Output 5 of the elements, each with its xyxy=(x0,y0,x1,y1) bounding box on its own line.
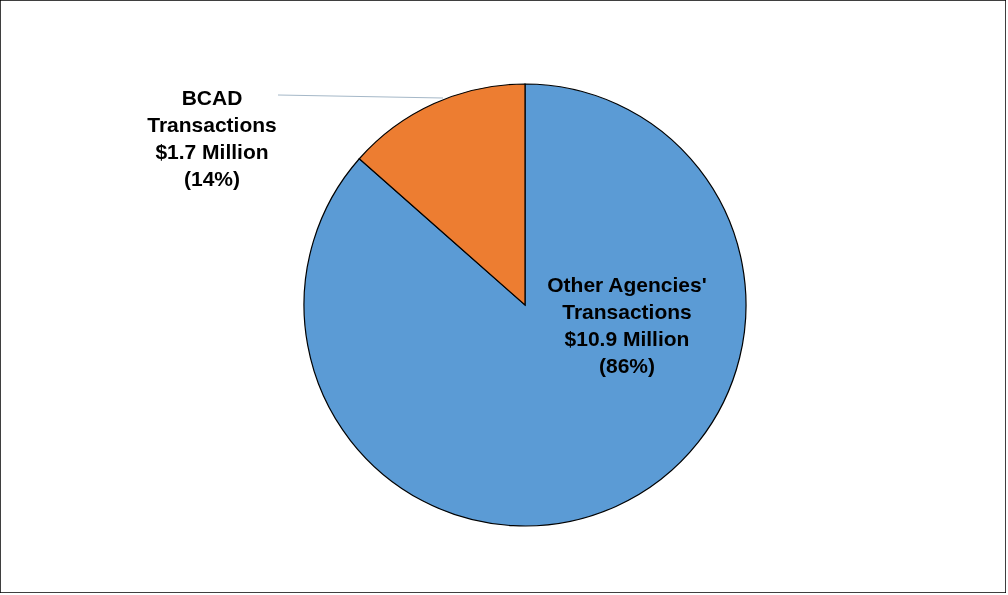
slice-label: Other Agencies' Transactions xyxy=(547,273,707,323)
pie-slice xyxy=(303,83,747,527)
data-label: $10.9 Million (86%) xyxy=(564,327,690,377)
slice-label: BCAD Transactions xyxy=(147,86,277,136)
data-label: $1.7 Million (14%) xyxy=(155,140,269,190)
